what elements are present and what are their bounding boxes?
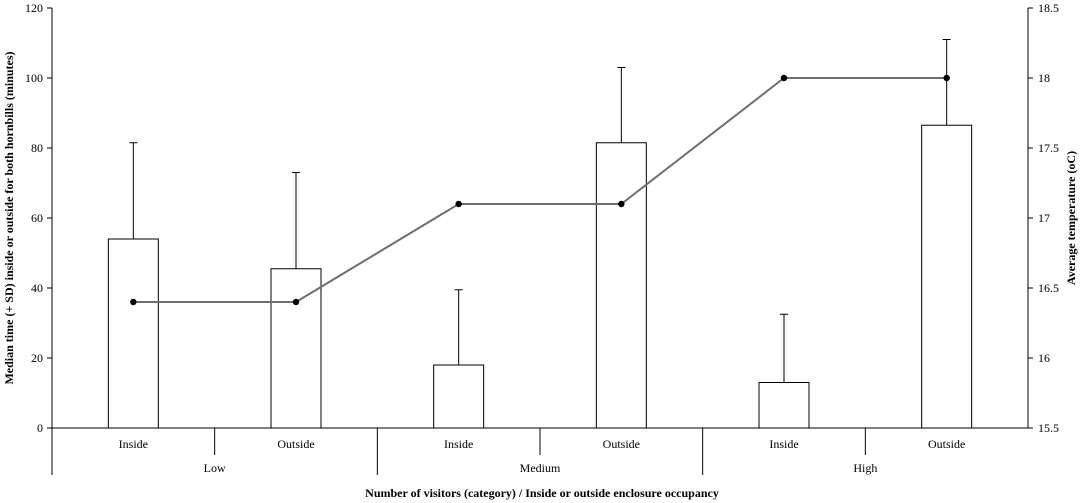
category-label: Inside (119, 437, 148, 451)
group-labels: Low Medium High (204, 461, 878, 475)
temperature-point (130, 298, 137, 306)
bar (107, 238, 159, 429)
temperature-series-line (133, 77, 947, 303)
category-label: Outside (928, 437, 965, 451)
error-bars (129, 39, 951, 383)
temperature-point (618, 200, 625, 208)
category-label: Outside (277, 437, 314, 451)
y2-axis-tick-labels: 15.5 16 16.5 17 17.5 18 18.5 (1038, 1, 1059, 435)
group-label: High (853, 461, 877, 475)
y-tick-label: 120 (25, 1, 43, 15)
y2-tick-label: 16.5 (1038, 281, 1059, 295)
y-tick-label: 0 (37, 421, 43, 435)
bars (107, 124, 973, 429)
bar (433, 364, 485, 429)
temperature-point (943, 74, 950, 82)
y2-tick-label: 17 (1038, 211, 1050, 225)
category-label: Inside (444, 437, 473, 451)
temperature-line (130, 74, 950, 306)
temperature-point (292, 298, 300, 306)
y2-tick-label: 17.5 (1038, 141, 1059, 155)
category-labels: Inside Outside Inside Outside Inside Outside (119, 437, 966, 451)
y2-axis-label: Average temperature (oC) (1064, 151, 1078, 285)
y-axis-label: Median time (+ SD) inside or outside for… (2, 51, 16, 384)
y2-tick-label: 18.5 (1038, 1, 1059, 15)
x-axis-label: Number of visitors (category) / Inside o… (365, 486, 719, 500)
bar (921, 124, 973, 429)
group-label: Medium (520, 461, 561, 475)
y2-tick-label: 18 (1038, 71, 1050, 85)
temperature-point (780, 74, 788, 82)
bar (758, 382, 810, 429)
y-tick-label: 80 (31, 141, 43, 155)
y2-tick-label: 16 (1038, 351, 1050, 365)
y-tick-label: 20 (31, 351, 43, 365)
category-label: Inside (769, 437, 798, 451)
y2-tick-label: 15.5 (1038, 421, 1059, 435)
y-tick-label: 60 (31, 211, 43, 225)
temperature-point (455, 200, 462, 208)
axes (47, 7, 1033, 475)
y-tick-label: 100 (25, 71, 43, 85)
group-label: Low (204, 461, 226, 475)
bar (595, 142, 647, 429)
y-axis-tick-labels: 0 20 40 60 80 100 120 (25, 1, 43, 435)
y-tick-label: 40 (31, 281, 43, 295)
bar (270, 268, 322, 429)
category-label: Outside (603, 437, 640, 451)
